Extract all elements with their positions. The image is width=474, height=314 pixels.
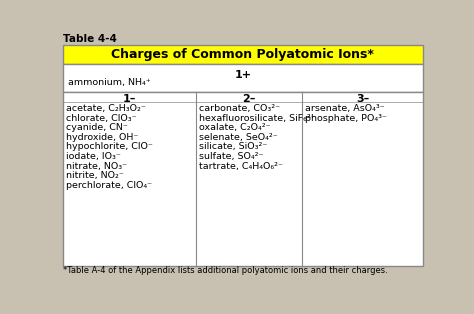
Text: hypochlorite, ClO⁻: hypochlorite, ClO⁻ (66, 143, 153, 151)
Text: perchlorate, ClO₄⁻: perchlorate, ClO₄⁻ (66, 181, 152, 190)
Text: acetate, C₂H₃O₂⁻: acetate, C₂H₃O₂⁻ (66, 104, 146, 113)
Text: phosphate, PO₄³⁻: phosphate, PO₄³⁻ (305, 114, 387, 122)
Text: tartrate, C₄H₄O₆²⁻: tartrate, C₄H₄O₆²⁻ (199, 162, 283, 171)
Bar (63, 64, 423, 92)
Text: silicate, SiO₃²⁻: silicate, SiO₃²⁻ (199, 143, 268, 151)
Text: chlorate, ClO₃⁻: chlorate, ClO₃⁻ (66, 114, 137, 122)
Text: 1+: 1+ (235, 70, 251, 80)
Text: carbonate, CO₃²⁻: carbonate, CO₃²⁻ (199, 104, 281, 113)
Text: *Table A-4 of the Appendix lists additional polyatomic ions and their charges.: *Table A-4 of the Appendix lists additio… (63, 266, 388, 275)
Text: ammonium, NH₄⁺: ammonium, NH₄⁺ (68, 78, 151, 88)
Bar (63, 92, 423, 266)
Text: selenate, SeO₄²⁻: selenate, SeO₄²⁻ (199, 133, 278, 142)
Text: iodate, IO₃⁻: iodate, IO₃⁻ (66, 152, 121, 161)
Text: Charges of Common Polyatomic Ions*: Charges of Common Polyatomic Ions* (111, 48, 374, 61)
Text: 3–: 3– (356, 94, 369, 104)
Text: nitrate, NO₃⁻: nitrate, NO₃⁻ (66, 162, 128, 171)
Text: sulfate, SO₄²⁻: sulfate, SO₄²⁻ (199, 152, 264, 161)
Text: nitrite, NO₂⁻: nitrite, NO₂⁻ (66, 171, 124, 180)
Bar (63, 46, 423, 64)
Text: hydroxide, OH⁻: hydroxide, OH⁻ (66, 133, 138, 142)
Text: 2–: 2– (243, 94, 256, 104)
Text: hexafluorosilicate, SiF₆²⁻: hexafluorosilicate, SiF₆²⁻ (199, 114, 316, 122)
Text: arsenate, AsO₄³⁻: arsenate, AsO₄³⁻ (305, 104, 385, 113)
Text: cyanide, CN⁻: cyanide, CN⁻ (66, 123, 128, 132)
Text: 1–: 1– (123, 94, 137, 104)
Text: oxalate, C₂O₄²⁻: oxalate, C₂O₄²⁻ (199, 123, 271, 132)
Text: Table 4-4: Table 4-4 (63, 34, 117, 44)
